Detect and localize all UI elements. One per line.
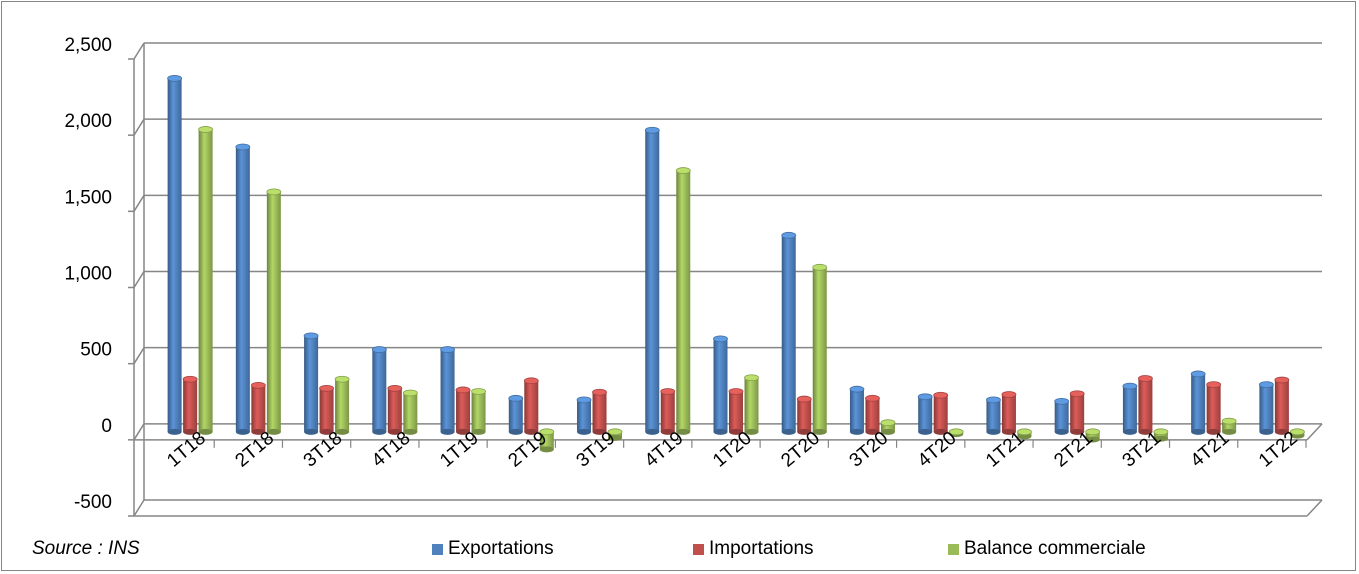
- bar: [781, 231, 797, 435]
- bar: [334, 375, 350, 435]
- bar: [917, 393, 933, 435]
- x-axis-ticks: 1T18 2T18 3T18 4T18 1T19 2T19 3T19 4T19 1T20 2T20…: [163, 428, 1307, 472]
- bar: [371, 346, 387, 435]
- gridline-stub: [133, 118, 145, 136]
- bar: [167, 75, 183, 435]
- bar: [387, 385, 403, 435]
- bar: [744, 374, 759, 435]
- bar: [592, 388, 607, 435]
- bar: [455, 386, 471, 435]
- legend-item-exportations: Exportations: [432, 538, 554, 560]
- bar: [576, 396, 592, 435]
- y-tick-label: 0: [101, 416, 112, 437]
- bar: [235, 143, 251, 435]
- legend-swatch: [432, 543, 443, 555]
- y-tick-label: 2,000: [64, 111, 112, 132]
- bar: [303, 332, 319, 435]
- bar: [402, 389, 418, 435]
- bar: [948, 428, 964, 438]
- bar: [182, 375, 198, 435]
- bars: [167, 75, 1305, 453]
- legend-swatch: [948, 543, 959, 555]
- bar: [713, 335, 728, 435]
- bar: [675, 167, 691, 435]
- y-tick-label: 1,500: [64, 187, 112, 208]
- bar: [1001, 391, 1017, 435]
- bar: [1017, 428, 1032, 440]
- bar: [1289, 428, 1305, 439]
- bar: [1153, 428, 1169, 442]
- bar: [440, 346, 455, 435]
- gridline-stub: [133, 194, 145, 212]
- bar: [1190, 370, 1206, 435]
- y-tick-label: 500: [80, 340, 112, 361]
- bar: [933, 391, 949, 435]
- bar: [523, 377, 539, 435]
- bar: [880, 419, 896, 435]
- bar: [865, 394, 880, 435]
- legend-swatch: [693, 543, 704, 555]
- bar: [728, 388, 744, 435]
- gridline-stub: [133, 42, 145, 60]
- bar: [607, 428, 623, 441]
- bar: [1206, 381, 1222, 435]
- bar: [1122, 382, 1138, 435]
- bar: [986, 396, 1001, 435]
- y-tick-label: -500: [74, 492, 112, 513]
- gridline-stub: [133, 423, 145, 441]
- bar: [539, 428, 555, 453]
- bar: [644, 126, 660, 435]
- legend-label: Balance commerciale: [964, 538, 1146, 559]
- bar: [1138, 375, 1153, 435]
- legend-label: Exportations: [448, 538, 554, 559]
- y-tick-label: 2,500: [64, 35, 112, 56]
- gridline-stub: [133, 499, 145, 517]
- y-tick-label: 1,000: [64, 264, 112, 285]
- bar: [849, 385, 865, 435]
- bar: [660, 388, 676, 435]
- source-note: Source : INS: [32, 538, 140, 559]
- gridline-stub: [133, 347, 145, 365]
- bar: [250, 381, 266, 435]
- bar: [1258, 381, 1274, 435]
- bar: [1085, 428, 1101, 443]
- bar: [1274, 376, 1290, 435]
- bar: [1054, 397, 1070, 435]
- bar: [1221, 417, 1237, 435]
- legend-item-balance-commerciale: Balance commerciale: [948, 538, 1146, 560]
- bar: [266, 188, 282, 435]
- gridlines: [128, 42, 1323, 517]
- bar: [812, 263, 828, 435]
- y-axis-ticks: 2,500 2,000 1,500 1,000 500 0 -500: [64, 35, 112, 513]
- bar: [1069, 390, 1085, 435]
- bar: [796, 395, 812, 435]
- bar: [319, 385, 334, 435]
- legend-item-importations: Importations: [693, 538, 814, 560]
- bar: [508, 394, 524, 435]
- bar: [198, 126, 214, 435]
- legend-label: Importations: [709, 538, 814, 559]
- gridline-stub: [133, 271, 145, 288]
- bar: [471, 388, 486, 435]
